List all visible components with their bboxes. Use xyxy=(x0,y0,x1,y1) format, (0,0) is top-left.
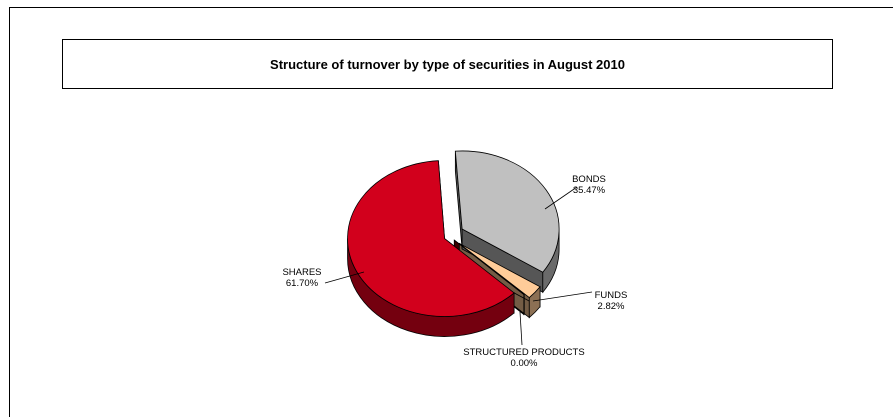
label-funds: FUNDS xyxy=(595,290,628,301)
leader-line-structured-products xyxy=(520,312,522,345)
label-bonds: BONDS xyxy=(572,174,606,185)
leader-line-funds xyxy=(533,292,592,301)
label-shares: SHARES xyxy=(282,267,321,278)
value-label-shares: 61.70% xyxy=(286,278,319,289)
value-label-funds: 2.82% xyxy=(598,301,625,312)
label-structured-products: STRUCTURED PRODUCTS xyxy=(463,347,584,358)
value-label-structured-products: 0.00% xyxy=(511,358,538,369)
pie-tops xyxy=(348,151,560,317)
value-label-bonds: 35.47% xyxy=(573,185,606,196)
